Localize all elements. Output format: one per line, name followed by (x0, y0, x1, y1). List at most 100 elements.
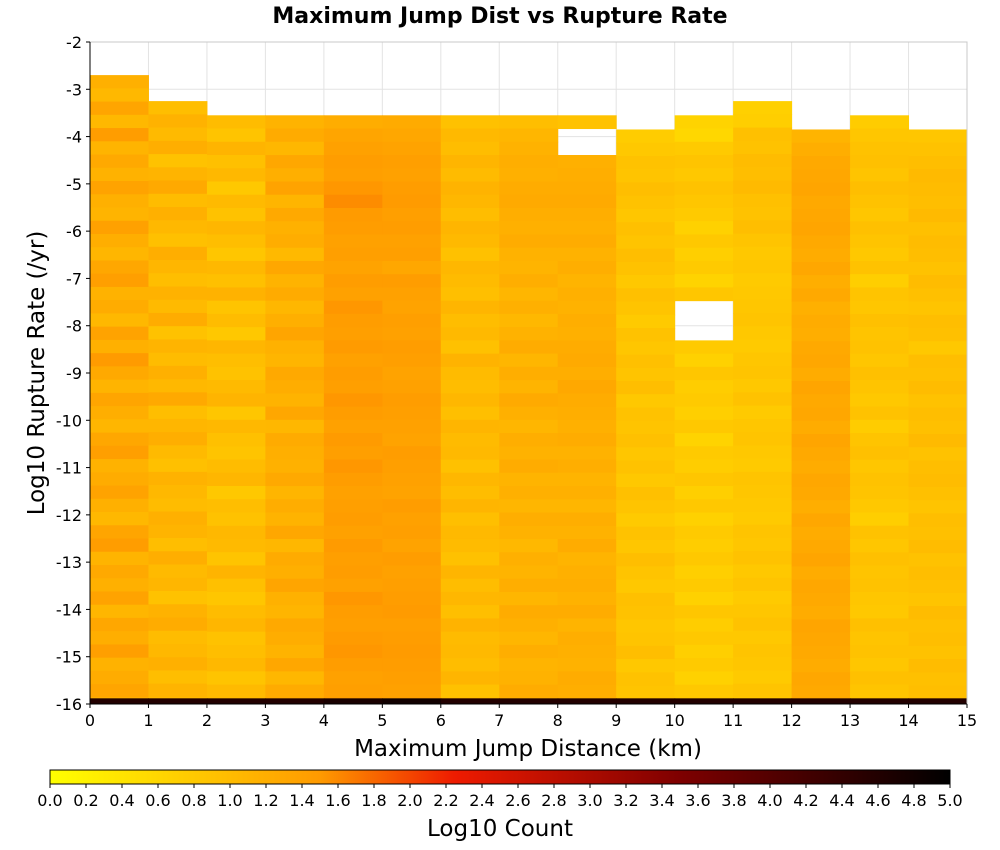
heatmap-cell (850, 499, 910, 513)
heatmap-cell (440, 327, 500, 341)
heatmap-cell (90, 472, 149, 487)
heatmap-cell (148, 445, 208, 460)
heatmap-cell (90, 525, 149, 539)
heatmap-cell (90, 286, 149, 301)
heatmap-cell (148, 180, 208, 195)
heatmap-cell (499, 300, 559, 315)
heatmap-cell (908, 341, 968, 356)
heatmap-cell (499, 591, 559, 606)
heatmap-cell (206, 181, 266, 196)
heatmap-cell (323, 300, 383, 315)
heatmap-cell (850, 486, 910, 500)
heatmap-cell (791, 606, 851, 620)
heatmap-cell (499, 194, 559, 209)
heatmap-cell (323, 618, 383, 633)
heatmap-cell (733, 259, 793, 274)
x-tick-label: 7 (494, 711, 504, 730)
heatmap-cell (674, 340, 734, 355)
heatmap-cell (382, 644, 442, 659)
heatmap-cell (733, 511, 793, 526)
heatmap-cell (265, 194, 325, 209)
heatmap-cell (850, 168, 910, 182)
heatmap-cell (323, 168, 383, 182)
heatmap-cell (90, 564, 149, 579)
heatmap-cell (733, 405, 793, 420)
heatmap-cell (499, 393, 559, 408)
heatmap-cell (557, 578, 617, 593)
heatmap-cell (90, 445, 149, 460)
heatmap-cell (733, 630, 793, 645)
colorbar-tick-label: 4.6 (865, 791, 890, 810)
heatmap-cell (323, 552, 383, 566)
heatmap-cell (733, 564, 793, 579)
heatmap-cell (265, 327, 325, 341)
heatmap-cell (382, 327, 442, 341)
heatmap-cell (148, 114, 208, 129)
heatmap-cell (616, 235, 676, 250)
heatmap-cell (265, 207, 325, 222)
x-tick-label: 11 (723, 711, 743, 730)
heatmap-cell (557, 406, 617, 421)
heatmap-cell (499, 605, 559, 619)
heatmap-cell (791, 129, 851, 144)
heatmap-cell (323, 525, 383, 540)
heatmap-cell (265, 313, 325, 328)
heatmap-cell (206, 433, 266, 447)
heatmap-cell (908, 659, 968, 673)
heatmap-cell (674, 234, 734, 249)
heatmap-cell (148, 590, 208, 605)
heatmap-cell (382, 525, 442, 540)
heatmap-cell (733, 590, 793, 605)
heatmap-cell (323, 393, 383, 408)
heatmap-cell (90, 406, 149, 420)
y-tick-label: -10 (56, 411, 82, 430)
heatmap-cell (382, 128, 442, 143)
heatmap-cell (616, 248, 676, 263)
heatmap-cell (850, 327, 910, 341)
heatmap-cell (382, 565, 442, 580)
heatmap-cell (674, 168, 734, 182)
heatmap-cell (499, 287, 559, 302)
heatmap-cell (382, 433, 442, 447)
heatmap-cell (206, 658, 266, 672)
x-tick-label: 2 (202, 711, 212, 730)
heatmap-cell (850, 538, 910, 553)
heatmap-cells (90, 75, 968, 704)
heatmap-cell (733, 577, 793, 592)
heatmap-cell-bottom (440, 698, 500, 704)
heatmap-cell (148, 326, 208, 340)
heatmap-cell (733, 392, 793, 407)
heatmap-cell (557, 115, 617, 130)
heatmap-cell (616, 381, 676, 395)
heatmap-cell (440, 207, 500, 222)
heatmap-cell (265, 486, 325, 500)
colorbar-tick-label: 2.2 (433, 791, 458, 810)
heatmap-cell (148, 617, 208, 632)
heatmap-cell (674, 353, 734, 368)
heatmap-cell (265, 419, 325, 434)
heatmap-cell (733, 683, 793, 698)
heatmap-cell (557, 287, 617, 302)
heatmap-cell (440, 393, 500, 408)
colorbar-tick-label: 0.2 (73, 791, 98, 810)
heatmap-cell (265, 366, 325, 381)
heatmap-cell (440, 591, 500, 606)
heatmap-cell (908, 155, 968, 170)
heatmap-cell (674, 260, 734, 275)
heatmap-cell-bottom (674, 698, 734, 704)
heatmap-cell (148, 538, 208, 552)
heatmap-cell (674, 380, 734, 394)
chart-title: Maximum Jump Dist vs Rupture Rate (272, 4, 727, 29)
heatmap-cell (733, 471, 793, 486)
heatmap-cell (382, 393, 442, 408)
heatmap-cell (733, 101, 793, 115)
heatmap-cell (733, 207, 793, 221)
heatmap-cell (382, 419, 442, 434)
heatmap-cell (908, 500, 968, 514)
heatmap-cell (382, 446, 442, 461)
heatmap-cell (908, 129, 968, 144)
heatmap-cell-bottom (206, 698, 266, 704)
heatmap-cell (908, 539, 968, 554)
heatmap-cell (499, 578, 559, 593)
y-tick-label: -14 (56, 600, 82, 619)
